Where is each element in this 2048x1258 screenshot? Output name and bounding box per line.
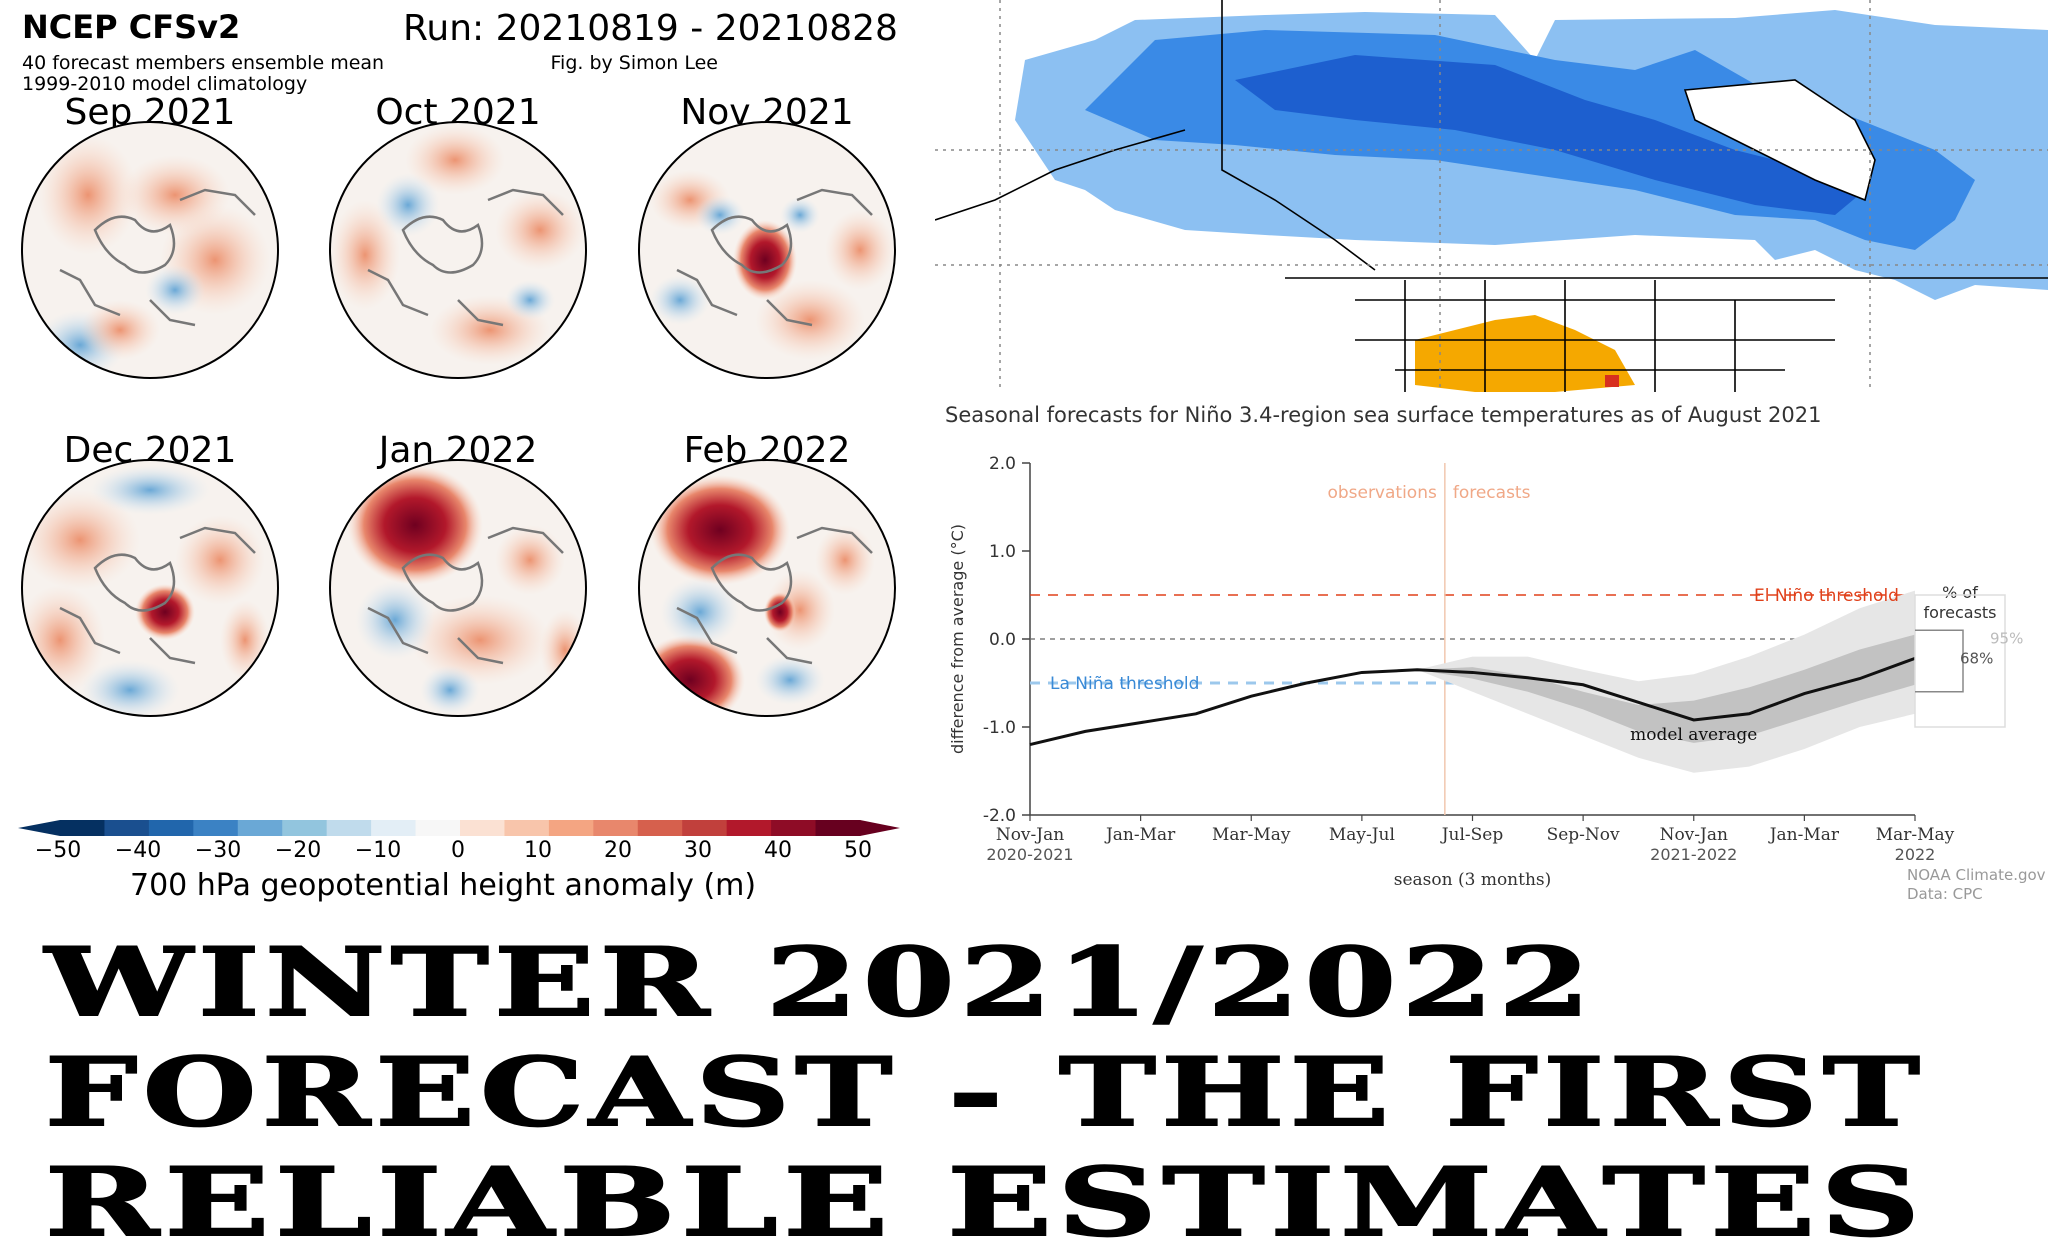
x-tick-sublabel: 2022 bbox=[1895, 845, 1936, 864]
map-nov-2021 bbox=[639, 122, 895, 378]
canada-temperature-map bbox=[935, 0, 2048, 392]
credit-noaa: NOAA Climate.gov bbox=[1907, 866, 2046, 884]
x-tick-label: Jan-Mar bbox=[1768, 825, 1840, 845]
enso-forecast-chart: 2.01.00.0-1.0-2.0Nov-Jan2020-2021Jan-Mar… bbox=[935, 435, 2048, 915]
colorbar-segment bbox=[282, 820, 327, 836]
colorbar-label: 700 hPa geopotential height anomaly (m) bbox=[130, 868, 756, 903]
colorbar-tick-label: 10 bbox=[524, 838, 552, 863]
colorbar-segment bbox=[504, 820, 549, 836]
x-tick-label: Jul-Sep bbox=[1440, 825, 1504, 845]
label-observations: observations bbox=[1327, 483, 1437, 503]
credit-data: Data: CPC bbox=[1907, 885, 1983, 903]
colorbar-tick-label: −40 bbox=[115, 838, 161, 863]
colorbar-segment bbox=[638, 820, 683, 836]
colorbar-segment bbox=[238, 820, 283, 836]
x-tick-label: Mar-May bbox=[1876, 825, 1955, 845]
y-axis-title: difference from average (°C) bbox=[948, 524, 967, 754]
label-forecasts: forecasts bbox=[1453, 483, 1531, 503]
x-tick-label: Jan-Mar bbox=[1104, 825, 1176, 845]
colorbar-tick-label: 50 bbox=[844, 838, 872, 863]
y-tick-label: 2.0 bbox=[989, 454, 1016, 474]
colorbar-segment bbox=[416, 820, 461, 836]
colorbar-tick-label: −20 bbox=[275, 838, 321, 863]
x-tick-sublabel: 2021-2022 bbox=[1650, 845, 1737, 864]
colorbar-segment bbox=[549, 820, 594, 836]
colorbar-segment bbox=[104, 820, 149, 836]
colorbar-segment bbox=[460, 820, 505, 836]
colorbar-arrow-right bbox=[860, 820, 900, 836]
legend-68-bracket bbox=[1915, 630, 1963, 692]
label-model-average: model average bbox=[1630, 725, 1757, 745]
colorbar-segment bbox=[149, 820, 194, 836]
map-jan-2022 bbox=[330, 460, 590, 716]
map-oct-2021 bbox=[330, 122, 586, 378]
label-el-nino: El Niño threshold bbox=[1754, 586, 1899, 606]
enso-chart-title: Seasonal forecasts for Niño 3.4-region s… bbox=[945, 403, 1821, 427]
colorbar bbox=[18, 820, 900, 836]
y-tick-label: -1.0 bbox=[983, 718, 1016, 738]
colorbar-segment bbox=[60, 820, 105, 836]
x-tick-label: Nov-Jan bbox=[1660, 825, 1728, 845]
x-tick-label: Mar-May bbox=[1212, 825, 1291, 845]
colorbar-segment bbox=[771, 820, 816, 836]
colorbar-tick-label: 0 bbox=[451, 838, 465, 863]
headline-line-2: FORECAST - THE FIRST bbox=[45, 1038, 1925, 1148]
colorbar-tick-label: 40 bbox=[764, 838, 792, 863]
headline-line-3: RELIABLE ESTIMATES bbox=[45, 1148, 1926, 1258]
anomaly-maps bbox=[0, 0, 920, 900]
colorbar-tick-label: −10 bbox=[355, 838, 401, 863]
label-forecasts-legend: forecasts bbox=[1923, 603, 1996, 622]
colorbar-tick-label: −50 bbox=[35, 838, 81, 863]
headline-line-1: WINTER 2021/2022 bbox=[45, 928, 1596, 1038]
colorbar-segment bbox=[593, 820, 638, 836]
colorbar-segment bbox=[327, 820, 372, 836]
colorbar-tick-label: −30 bbox=[195, 838, 241, 863]
label-68-percent: 68% bbox=[1960, 650, 1993, 668]
colorbar-segment bbox=[371, 820, 416, 836]
label-percent-of: % of bbox=[1942, 583, 1978, 602]
x-tick-label: Nov-Jan bbox=[996, 825, 1064, 845]
label-la-nina: La Niña threshold bbox=[1050, 674, 1199, 694]
x-tick-sublabel: 2020-2021 bbox=[986, 845, 1073, 864]
colorbar-segment bbox=[727, 820, 772, 836]
colorbar-tick-label: 20 bbox=[604, 838, 632, 863]
colorbar-arrow-left bbox=[18, 820, 60, 836]
colorbar-segment bbox=[193, 820, 238, 836]
x-tick-label: May-Jul bbox=[1329, 825, 1395, 845]
colorbar-segment bbox=[682, 820, 727, 836]
colorbar-segment bbox=[816, 820, 861, 836]
label-95-percent: 95% bbox=[1990, 629, 2023, 647]
x-tick-label: Sep-Nov bbox=[1547, 825, 1620, 845]
x-axis-title: season (3 months) bbox=[1394, 870, 1552, 890]
y-tick-label: 0.0 bbox=[989, 630, 1016, 650]
y-tick-label: 1.0 bbox=[989, 542, 1016, 562]
y-tick-label: -2.0 bbox=[983, 806, 1016, 826]
colorbar-tick-label: 30 bbox=[684, 838, 712, 863]
